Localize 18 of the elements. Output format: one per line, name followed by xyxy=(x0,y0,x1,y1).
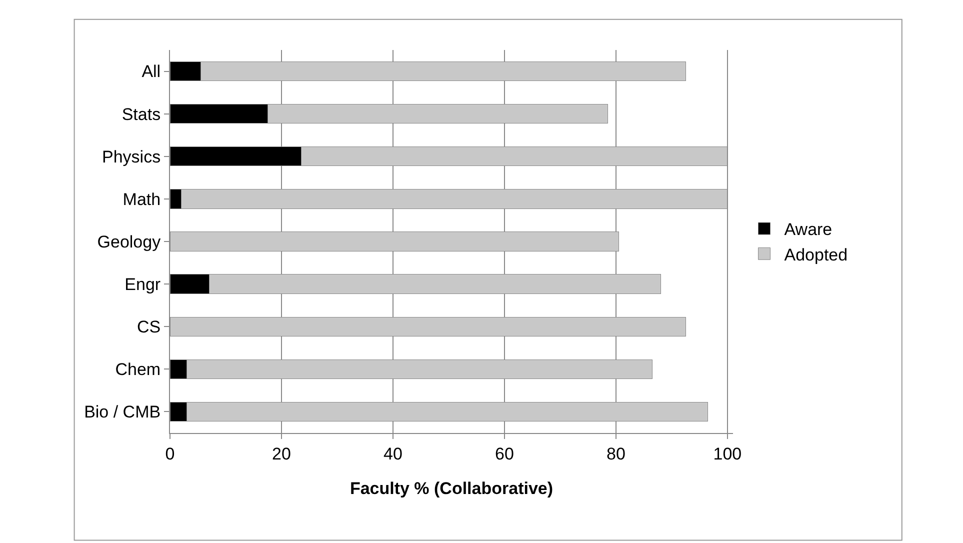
y-tick-label: All xyxy=(142,62,161,82)
x-tick-label: 100 xyxy=(713,444,742,464)
y-tick-label: Geology xyxy=(97,232,162,252)
x-tick-label: 20 xyxy=(272,444,291,464)
y-tick-label: CS xyxy=(136,318,161,337)
y-tick-label: Engr xyxy=(124,275,161,294)
y-tick-label: Physics xyxy=(102,147,161,166)
y-tick-label: Bio / CMB xyxy=(84,402,161,422)
x-tick-label: 60 xyxy=(495,444,514,464)
x-tick-label: 80 xyxy=(606,444,626,464)
x-tick-label: 0 xyxy=(165,444,175,464)
y-tick-label: Math xyxy=(122,190,161,209)
y-tick-label: Stats xyxy=(122,104,161,124)
x-tick-label: 40 xyxy=(384,444,402,464)
y-tick-label: Chem xyxy=(115,360,161,380)
legend-label: Adopted xyxy=(784,245,848,264)
x-axis-title: Faculty % (Collaborative) xyxy=(350,479,554,498)
legend-label: Aware xyxy=(784,220,832,240)
